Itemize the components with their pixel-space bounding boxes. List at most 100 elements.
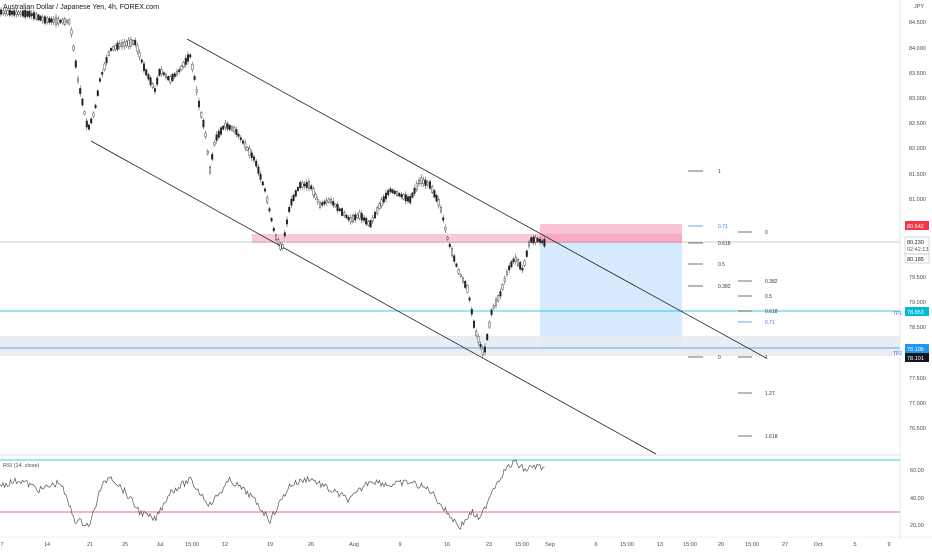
price-tick: 79.500 bbox=[909, 275, 926, 281]
candle-body bbox=[2, 10, 5, 15]
candle-body bbox=[44, 16, 47, 24]
currency-label: JPY bbox=[914, 4, 924, 10]
candle-body bbox=[528, 242, 531, 247]
time-tick: 15:00 bbox=[185, 542, 199, 548]
fib-left-label-0382: 0.382 bbox=[718, 284, 731, 290]
candle-body bbox=[404, 194, 407, 202]
candle-body bbox=[319, 202, 322, 208]
fib-left-label-0: 0 bbox=[718, 355, 721, 361]
candle-body bbox=[468, 297, 471, 301]
price-tick: 78.500 bbox=[909, 325, 926, 331]
channel-lower-line[interactable] bbox=[90, 140, 657, 455]
candle-body bbox=[288, 207, 291, 212]
candle-body bbox=[517, 258, 520, 267]
candle-body bbox=[48, 18, 51, 23]
candle-body bbox=[358, 212, 361, 219]
fib-right[interactable]: 0 0.382 0.5 0.618 0.71 1 1.27 1.618 bbox=[738, 230, 778, 440]
rsi-tick-60: 60.00 bbox=[910, 468, 924, 474]
candle-body bbox=[28, 10, 31, 18]
price-tick: 77.000 bbox=[909, 401, 926, 407]
candle-body bbox=[277, 239, 280, 245]
fib-left[interactable]: 1 0.71 0.618 0.5 0.382 0 bbox=[688, 169, 731, 361]
candle-body bbox=[226, 123, 229, 130]
candle-body bbox=[385, 192, 388, 200]
candle-body bbox=[352, 214, 355, 223]
candle-body bbox=[497, 295, 500, 302]
candle-body bbox=[281, 244, 284, 249]
candle-body bbox=[490, 309, 493, 315]
candle-body bbox=[422, 179, 425, 184]
candle-body bbox=[512, 258, 515, 263]
candle-body bbox=[437, 199, 440, 206]
candle-body bbox=[142, 63, 145, 71]
candle-body bbox=[343, 212, 346, 216]
candle-body bbox=[433, 190, 436, 198]
candle-body bbox=[26, 11, 29, 17]
candle-body bbox=[211, 154, 214, 160]
candle-body bbox=[424, 179, 427, 186]
price-tick: 84.000 bbox=[909, 46, 926, 52]
price-candles bbox=[0, 7, 546, 358]
candle-body bbox=[290, 199, 293, 206]
support-zone bbox=[0, 336, 900, 356]
candle-body bbox=[24, 10, 27, 18]
fib-left-label-1: 1 bbox=[718, 169, 721, 175]
candle-body bbox=[457, 269, 460, 274]
tp1-marker: TP1 bbox=[893, 311, 902, 317]
candle-body bbox=[418, 179, 421, 185]
candle-body bbox=[74, 60, 77, 68]
candle-body bbox=[6, 10, 9, 15]
candle-body bbox=[286, 219, 289, 225]
candle-body bbox=[336, 204, 339, 211]
candle-body bbox=[105, 57, 108, 64]
time-tick: 26 bbox=[308, 542, 314, 548]
candle-body bbox=[539, 239, 542, 243]
candle-body bbox=[310, 185, 313, 190]
candle-body bbox=[171, 73, 174, 81]
candle-body bbox=[308, 181, 311, 189]
time-tick: 15:00 bbox=[620, 542, 634, 548]
candle-body bbox=[431, 186, 434, 193]
candle-body bbox=[63, 18, 66, 25]
candle-body bbox=[371, 217, 374, 222]
candle-body bbox=[116, 42, 119, 50]
countdown-label: 02:42:13 bbox=[907, 247, 928, 253]
candle-body bbox=[398, 192, 401, 197]
candle-body bbox=[330, 199, 333, 203]
candle-body bbox=[19, 11, 22, 16]
candle-body bbox=[536, 238, 539, 242]
time-tick: 9 bbox=[887, 542, 890, 548]
candle-body bbox=[41, 16, 44, 22]
candle-body bbox=[334, 203, 337, 207]
candle-body bbox=[266, 197, 269, 203]
candle-body bbox=[96, 90, 99, 96]
candle-body bbox=[72, 45, 75, 51]
candle-body bbox=[237, 134, 240, 137]
fib-right-label-1: 1 bbox=[765, 355, 768, 361]
candle-body bbox=[356, 214, 359, 218]
candle-body bbox=[316, 198, 319, 203]
candle-body bbox=[275, 234, 278, 240]
candle-body bbox=[182, 62, 185, 68]
candle-body bbox=[13, 10, 16, 16]
candle-body bbox=[17, 11, 20, 15]
candle-body bbox=[76, 78, 79, 82]
candle-body bbox=[107, 51, 110, 56]
candle-body bbox=[230, 126, 233, 131]
candle-body bbox=[85, 120, 88, 128]
candle-body bbox=[118, 43, 121, 47]
candle-body bbox=[173, 73, 176, 77]
channel-upper-line[interactable] bbox=[186, 38, 767, 359]
price-tick: 84.500 bbox=[909, 20, 926, 26]
time-axis[interactable]: 7 14 21 25 Jul 15:00 12 19 26 Aug 9 16 23 15:00 Sep 6 15… bbox=[0, 542, 890, 548]
candle-body bbox=[233, 126, 236, 133]
tp1-price-label: 78.853 bbox=[907, 310, 924, 316]
candle-body bbox=[543, 239, 546, 247]
candle-body bbox=[65, 20, 68, 23]
candle-body bbox=[22, 10, 25, 17]
candle-body bbox=[332, 201, 335, 206]
rsi-line bbox=[0, 459, 545, 531]
candle-body bbox=[380, 199, 383, 206]
